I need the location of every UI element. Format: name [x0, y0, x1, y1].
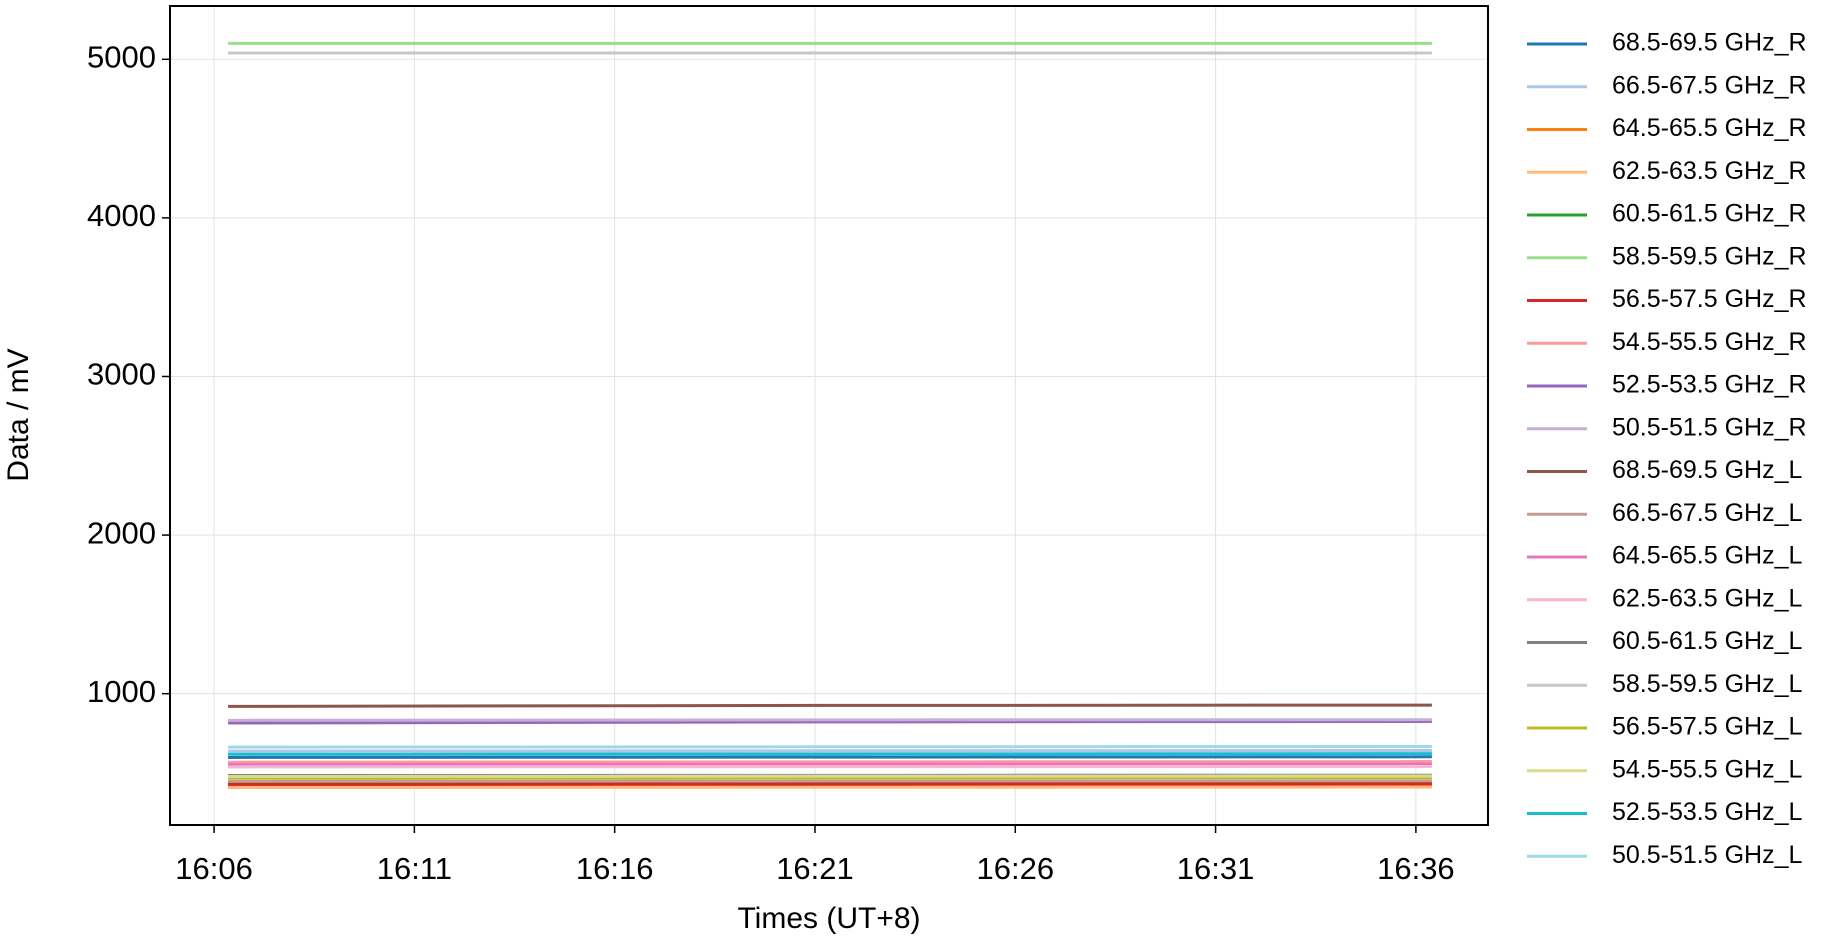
- legend-label: 60.5-61.5 GHz_L: [1612, 627, 1802, 655]
- legend-label: 68.5-69.5 GHz_R: [1612, 29, 1807, 57]
- series-line: [228, 752, 1432, 756]
- series-line: [228, 755, 1432, 759]
- x-tick-label: 16:36: [1377, 851, 1455, 886]
- legend-label: 62.5-63.5 GHz_R: [1612, 157, 1807, 185]
- legend-label: 64.5-65.5 GHz_R: [1612, 114, 1807, 142]
- legend-label: 54.5-55.5 GHz_L: [1612, 755, 1802, 783]
- legend-label: 66.5-67.5 GHz_L: [1612, 499, 1802, 527]
- x-tick-label: 16:21: [776, 851, 854, 886]
- series-line: [228, 719, 1432, 725]
- x-tick-label: 16:26: [976, 851, 1054, 886]
- legend-label: 54.5-55.5 GHz_R: [1612, 328, 1807, 356]
- legend-label: 58.5-59.5 GHz_R: [1612, 242, 1807, 270]
- y-tick-label: 2000: [87, 515, 156, 550]
- legend-label: 56.5-57.5 GHz_L: [1612, 713, 1802, 741]
- series-line: [228, 744, 1432, 749]
- legend-label: 52.5-53.5 GHz_L: [1612, 798, 1802, 826]
- y-tick-label: 5000: [87, 39, 156, 74]
- legend-label: 62.5-63.5 GHz_L: [1612, 584, 1802, 612]
- legend-label: 66.5-67.5 GHz_R: [1612, 71, 1807, 99]
- series-line: [228, 760, 1432, 764]
- y-tick-label: 1000: [87, 674, 156, 709]
- x-tick-label: 16:31: [1177, 851, 1255, 886]
- x-tick-label: 16:16: [576, 851, 654, 886]
- legend-label: 52.5-53.5 GHz_R: [1612, 371, 1807, 399]
- legend-label: 58.5-59.5 GHz_L: [1612, 670, 1802, 698]
- legend-label: 68.5-69.5 GHz_L: [1612, 456, 1802, 484]
- y-tick-label: 4000: [87, 198, 156, 233]
- series-line: [228, 718, 1432, 722]
- series-line: [228, 748, 1432, 753]
- legend-label: 50.5-51.5 GHz_R: [1612, 413, 1807, 441]
- y-tick-label: 3000: [87, 357, 156, 392]
- x-tick-label: 16:06: [175, 851, 253, 886]
- x-tick-label: 16:11: [377, 851, 452, 886]
- series-line: [228, 703, 1432, 708]
- legend-label: 64.5-65.5 GHz_L: [1612, 542, 1802, 570]
- series-line: [228, 762, 1432, 767]
- legend-label: 60.5-61.5 GHz_R: [1612, 200, 1807, 228]
- y-axis-label: Data / mV: [2, 348, 35, 481]
- x-axis-label: Times (UT+8): [737, 902, 920, 935]
- plot-frame: [169, 5, 1489, 826]
- legend-label: 56.5-57.5 GHz_R: [1612, 285, 1807, 313]
- legend-label: 50.5-51.5 GHz_L: [1612, 841, 1802, 869]
